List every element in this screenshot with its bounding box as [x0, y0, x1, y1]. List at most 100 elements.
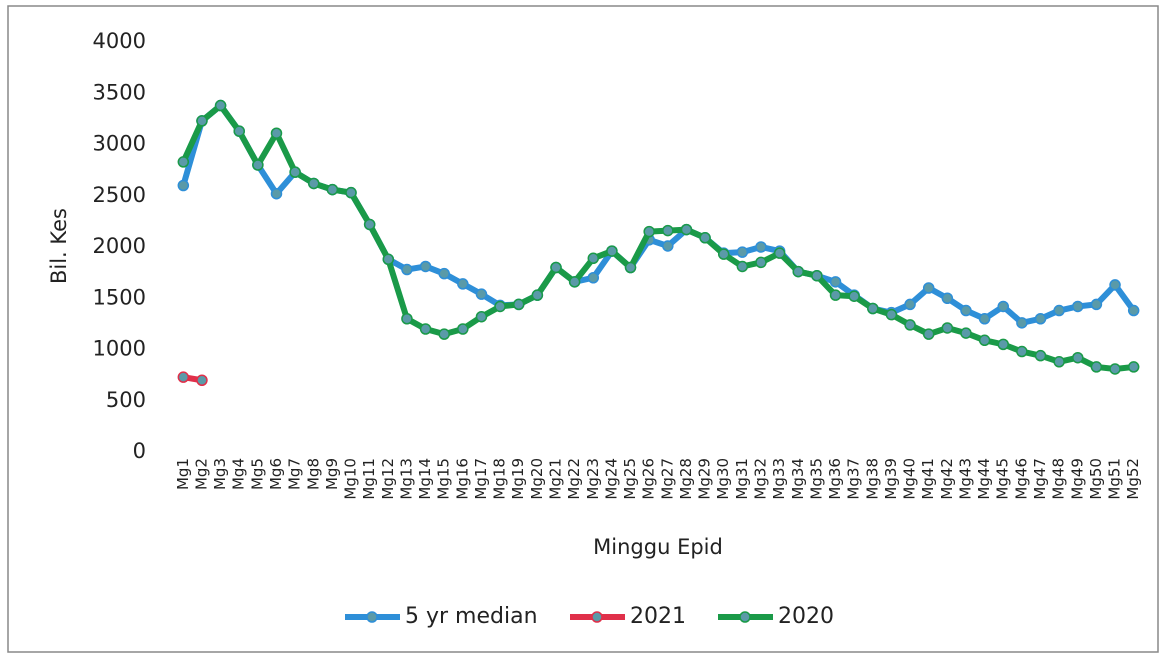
x-tick-label: Mg27 — [658, 458, 676, 500]
point — [475, 310, 488, 323]
point — [177, 156, 190, 168]
x-tick-label: Mg28 — [677, 458, 695, 500]
x-tick-label: Mg49 — [1068, 458, 1086, 500]
point — [1034, 349, 1047, 362]
y-tick-label: 500 — [106, 388, 146, 412]
x-tick-label: Mg29 — [696, 458, 714, 500]
point — [438, 267, 450, 280]
point — [960, 327, 972, 339]
x-tick-label: Mg13 — [397, 458, 415, 500]
x-tick-label: Mg7 — [286, 458, 304, 490]
point — [904, 319, 916, 331]
x-tick-label: Mg34 — [789, 458, 807, 500]
point — [1090, 298, 1103, 311]
x-tick-label: Mg8 — [304, 458, 322, 490]
x-tick-label: Mg3 — [211, 458, 229, 490]
x-tick-label: Mg25 — [621, 458, 639, 500]
legend-marker — [366, 611, 378, 623]
x-tick-label: Mg47 — [1031, 458, 1049, 500]
point — [1072, 351, 1084, 364]
x-tick-label: Mg14 — [416, 458, 434, 500]
point — [978, 313, 991, 325]
point — [699, 232, 711, 244]
x-tick-label: Mg42 — [938, 458, 956, 500]
point — [904, 298, 916, 311]
x-tick-label: Mg2 — [192, 458, 210, 490]
x-tick-label: Mg39 — [882, 458, 900, 500]
point — [680, 223, 693, 236]
x-tick-label: Mg45 — [994, 458, 1012, 500]
point — [587, 252, 600, 265]
x-tick-label: Mg36 — [826, 458, 844, 500]
x-tick-label: Mg1 — [174, 458, 192, 490]
point — [829, 289, 842, 301]
point — [978, 334, 991, 347]
point — [512, 298, 525, 311]
y-tick-label: 2000 — [93, 234, 146, 258]
legend-label: 2020 — [778, 604, 834, 629]
x-tick-label: Mg23 — [584, 458, 602, 500]
x-tick-label: Mg40 — [901, 458, 919, 500]
point — [1072, 300, 1084, 313]
x-axis-title: Minggu Epid — [593, 535, 723, 559]
x-tick-label: Mg24 — [602, 458, 620, 500]
x-tick-label: Mg4 — [230, 458, 248, 490]
y-tick-label: 1000 — [93, 337, 146, 361]
point — [233, 125, 245, 137]
x-tick-label: Mg20 — [528, 458, 546, 500]
x-tick-label: Mg46 — [1012, 458, 1030, 500]
point — [922, 328, 935, 340]
point — [792, 265, 805, 278]
y-tick-label: 2500 — [93, 183, 146, 207]
point — [475, 288, 488, 300]
x-tick-label: Mg48 — [1050, 458, 1068, 500]
point — [308, 177, 320, 190]
series-line — [180, 102, 1135, 372]
x-tick-label: Mg10 — [342, 458, 360, 500]
legend-label: 2021 — [630, 604, 686, 629]
x-tick-label: Mg18 — [491, 458, 509, 500]
x-tick-label: Mg9 — [323, 458, 341, 490]
x-tick-label: Mg6 — [267, 458, 285, 490]
point — [848, 290, 860, 302]
point — [1109, 279, 1121, 291]
point — [736, 246, 749, 258]
point — [755, 241, 767, 253]
point — [1127, 361, 1140, 373]
point — [326, 183, 339, 196]
x-tick-label: Mg19 — [509, 458, 527, 500]
y-tick-label: 3500 — [93, 80, 146, 104]
point — [922, 282, 935, 294]
x-tick-label: Mg37 — [845, 458, 863, 500]
x-tick-label: Mg43 — [956, 458, 974, 500]
point — [960, 304, 972, 317]
point — [736, 260, 749, 273]
point — [1090, 361, 1103, 373]
x-tick-label: Mg51 — [1106, 458, 1124, 500]
point — [401, 263, 413, 276]
point — [196, 374, 208, 386]
point — [1034, 313, 1047, 325]
point — [885, 308, 898, 321]
x-tick-label: Mg30 — [714, 458, 732, 500]
point — [997, 300, 1009, 313]
point — [252, 159, 264, 171]
point — [419, 323, 432, 335]
x-tick-label: Mg41 — [919, 458, 937, 500]
point — [1016, 317, 1028, 329]
legend-label: 5 yr median — [405, 604, 538, 629]
x-tick-label: Mg15 — [435, 458, 453, 500]
point — [419, 260, 432, 273]
point — [270, 127, 283, 139]
x-tick-label: Mg16 — [453, 458, 471, 500]
x-tick-label: Mg33 — [770, 458, 788, 500]
point — [643, 225, 655, 238]
point — [662, 240, 674, 252]
x-tick-label: Mg26 — [640, 458, 658, 500]
point — [214, 99, 227, 112]
point — [941, 322, 954, 334]
point — [587, 272, 600, 284]
point — [1109, 363, 1121, 375]
point — [531, 289, 544, 301]
